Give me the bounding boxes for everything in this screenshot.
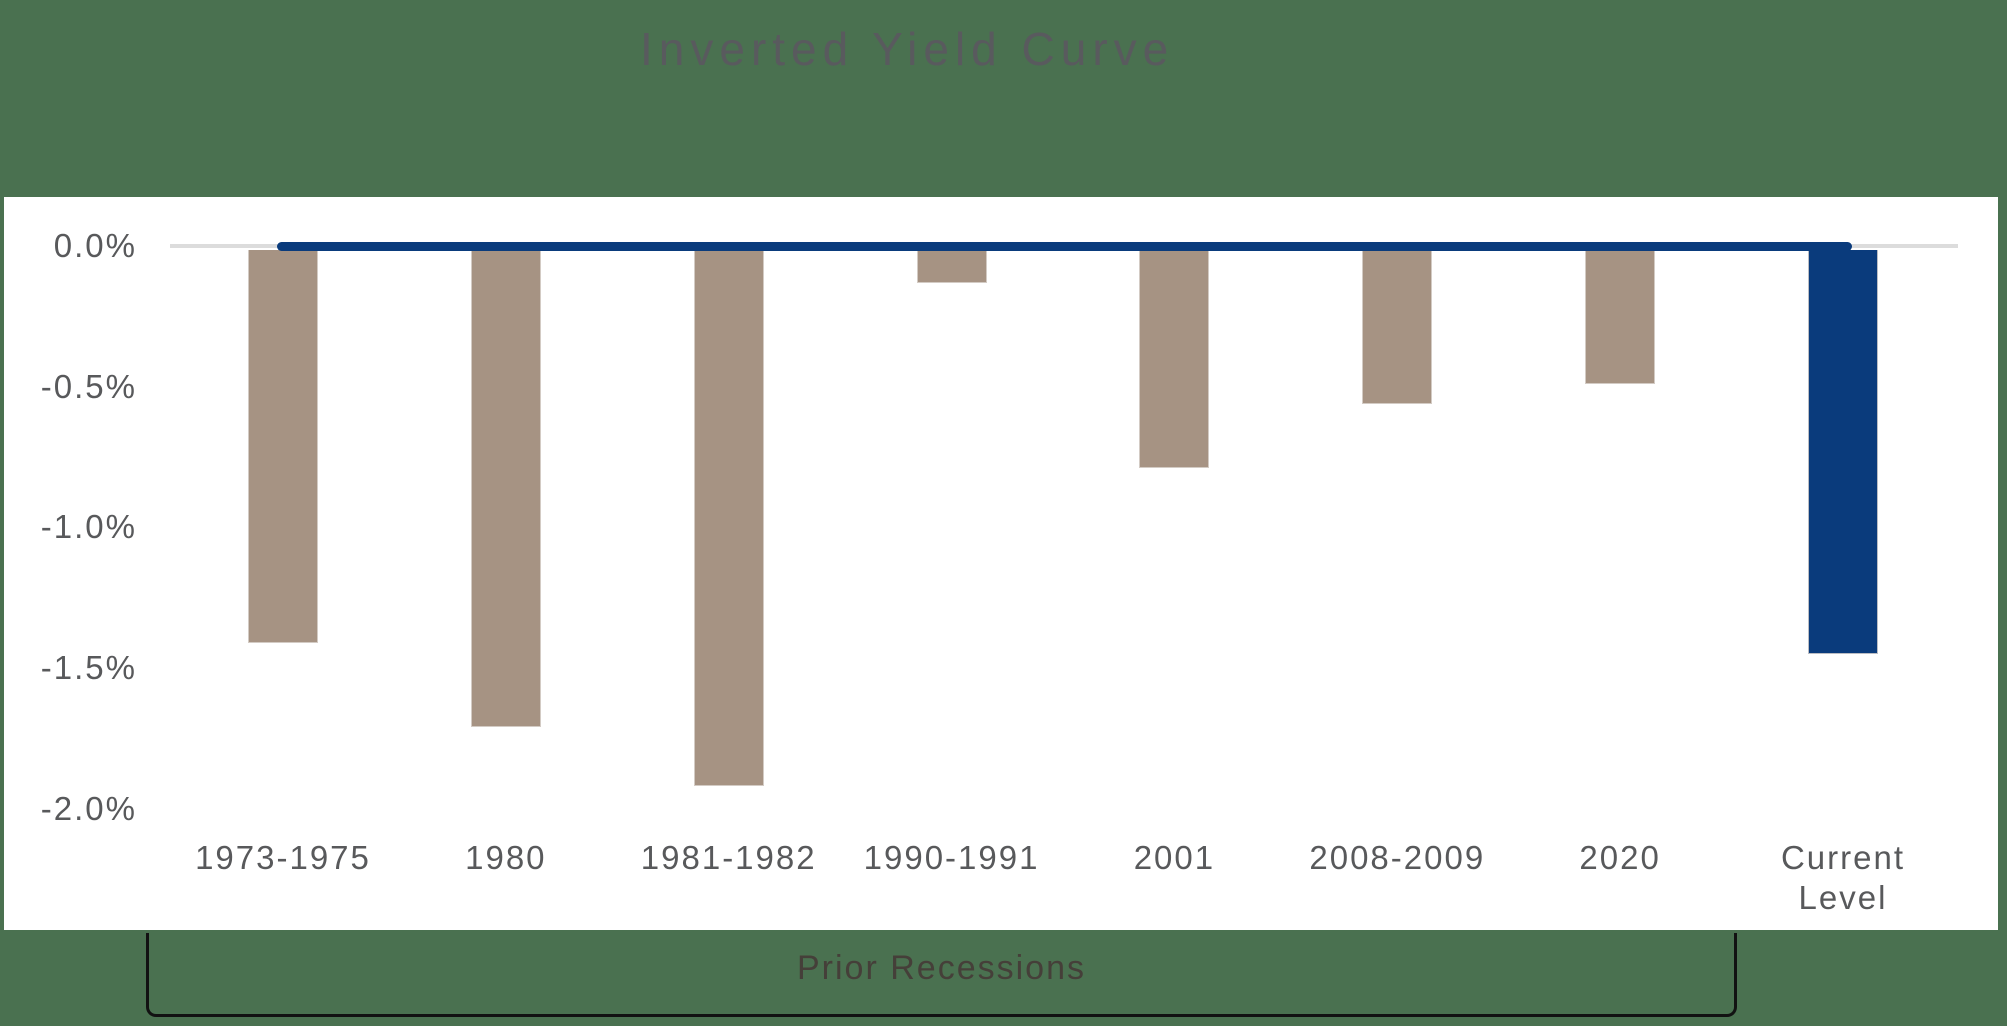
chart-title: Inverted Yield Curve: [640, 23, 1175, 75]
x-axis-label: 1980: [465, 839, 547, 876]
bar-2020: [1585, 250, 1656, 384]
bar-1981-1982: [693, 250, 764, 787]
plot-panel: 0.0% -0.5% -1.0% -1.5% -2.0% 1973-1975 1980 19…: [4, 197, 1998, 930]
x-axis-label: 2020: [1579, 839, 1661, 876]
x-axis-label: 2001: [1133, 839, 1216, 876]
bar-1990-1991: [916, 250, 987, 283]
x-axis-label: 1990-1991: [863, 839, 1040, 876]
bar-1973-1975: [248, 250, 318, 643]
bar-1980: [470, 250, 541, 728]
y-axis-tick-label: -0.5%: [40, 367, 137, 405]
x-axis-label: 1973-1975: [195, 839, 371, 876]
prior-recessions-bracket: Prior Recessions: [146, 933, 1737, 1017]
y-axis-tick-label: -1.0%: [40, 508, 137, 546]
zero-baseline: [277, 242, 1852, 251]
bar-2008-2009: [1362, 250, 1433, 404]
bar-2001: [1139, 250, 1210, 469]
bar-current-level: [1807, 250, 1878, 655]
prior-recessions-label: Prior Recessions: [797, 949, 1086, 987]
x-axis-label: 2008-2009: [1309, 839, 1486, 876]
x-axis-label: Current Level: [1780, 839, 1905, 916]
x-axis-label: 1981-1982: [640, 839, 817, 876]
y-axis-tick-label: -1.5%: [40, 649, 137, 687]
y-axis-tick-label: -2.0%: [40, 789, 137, 827]
y-axis-tick-label: 0.0%: [53, 227, 137, 264]
